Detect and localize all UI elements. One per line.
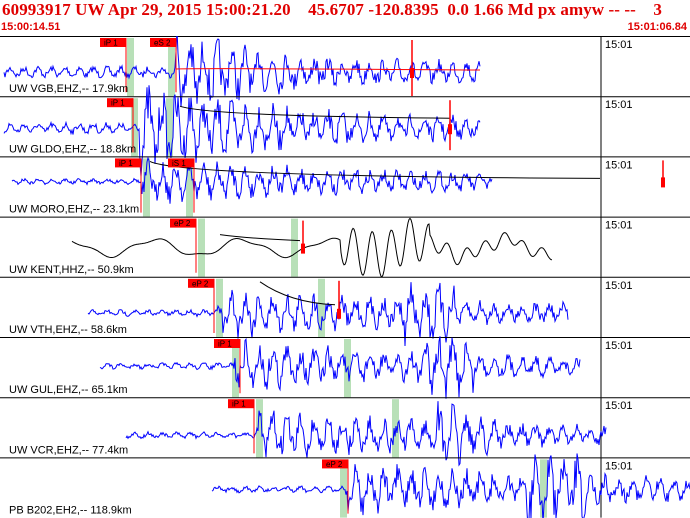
phase-pick-flag[interactable] — [115, 158, 141, 168]
station-label: UW VTH,EHZ,-- 58.6km — [9, 324, 127, 336]
minute-label: 15:01 — [605, 159, 633, 171]
pick-window-highlight — [127, 38, 134, 97]
phase-pick[interactable]: iP 1 — [228, 399, 255, 454]
minute-label: 15:01 — [605, 220, 633, 232]
phase-pick[interactable]: eP 2 — [322, 459, 349, 514]
coda-end-handle[interactable] — [661, 177, 665, 188]
phase-pick-label: iP 1 — [218, 340, 232, 349]
phase-pick-label: iP 1 — [111, 99, 125, 108]
station-label: PB B202,EH2,-- 118.9km — [9, 505, 132, 517]
phase-pick-label: eP 2 — [174, 219, 191, 228]
trace-row[interactable]: iP 1 iS 1 15:01 UW MORO,EHZ,-- 23.1km — [0, 156, 690, 217]
phase-pick-label: eP 2 — [326, 460, 343, 469]
waveform-trace[interactable] — [125, 401, 607, 467]
pick-window-highlight — [216, 278, 223, 337]
phase-pick-flag[interactable] — [322, 459, 348, 469]
waveform-trace[interactable] — [211, 453, 690, 518]
phase-pick-label: iS 1 — [172, 159, 186, 168]
minute-label: 15:01 — [605, 39, 633, 51]
waveform-trace[interactable] — [87, 282, 569, 347]
station-label: UW GUL,EHZ,-- 65.1km — [9, 384, 128, 396]
trace-row[interactable]: eP 2 15:01 UW VTH,EHZ,-- 58.6km — [0, 276, 690, 347]
waveform-trace[interactable] — [11, 156, 493, 204]
phase-pick-label: iP 1 — [104, 39, 118, 48]
phase-pick-label: iP 1 — [232, 400, 246, 409]
coda-end-handle[interactable] — [301, 243, 305, 254]
phase-pick[interactable]: eP 2 — [170, 218, 197, 273]
waveform-trace[interactable] — [71, 217, 553, 278]
pick-window-highlight — [291, 218, 298, 277]
trace-row[interactable]: eP 2 15:01 PB B202,EH2,-- 118.9km — [0, 453, 690, 518]
coda-decay-curve — [179, 105, 451, 119]
pick-window-highlight — [540, 459, 547, 518]
minute-label: 15:01 — [605, 400, 633, 412]
minute-label: 15:01 — [605, 99, 633, 111]
minute-label: 15:01 — [605, 280, 633, 292]
coda-decay-curve — [149, 160, 601, 179]
phase-pick-flag[interactable] — [170, 218, 196, 228]
coda-end-handle[interactable] — [448, 124, 452, 135]
trace-row[interactable]: iP 1 15:01 UW VCR,EHZ,-- 77.4km — [0, 397, 690, 467]
waveform-trace[interactable] — [99, 336, 581, 399]
phase-pick[interactable]: iP 1 — [214, 339, 241, 394]
pick-window-highlight — [198, 218, 205, 277]
waveform-trace[interactable] — [3, 36, 481, 107]
pick-window-highlight — [131, 98, 138, 157]
phase-pick-label: eP 2 — [192, 279, 209, 288]
minute-label: 15:01 — [605, 340, 633, 352]
pick-window-highlight — [143, 158, 150, 217]
coda-end-handle[interactable] — [410, 68, 414, 78]
phase-pick-label: iP 1 — [119, 159, 133, 168]
phase-pick-flag[interactable] — [228, 399, 254, 409]
phase-pick-flag[interactable] — [168, 158, 194, 168]
station-label: UW VCR,EHZ,-- 77.4km — [9, 444, 128, 456]
phase-pick[interactable]: iP 1 — [107, 98, 134, 153]
trace-row[interactable]: iP 1 15:01 UW GUL,EHZ,-- 65.1km — [0, 336, 690, 399]
trace-row[interactable]: iP 1 eS 2 15:01 UW VGB,EHZ,-- 17.9km — [0, 36, 690, 107]
phase-pick[interactable]: eP 2 — [188, 278, 215, 333]
phase-pick-label: eS 2 — [154, 39, 171, 48]
window-end-time: 15:01:06.84 — [627, 21, 687, 33]
phase-pick-flag[interactable] — [214, 339, 240, 348]
minute-label: 15:01 — [605, 460, 633, 472]
station-label: UW KENT,HHZ,-- 50.9km — [9, 264, 134, 276]
pick-window-highlight — [168, 38, 175, 97]
coda-end-handle[interactable] — [337, 308, 341, 319]
pick-window-highlight — [186, 158, 193, 217]
pick-window-highlight — [256, 399, 263, 458]
phase-pick-flag[interactable] — [100, 38, 126, 47]
window-start-time: 15:00:14.51 — [1, 21, 61, 33]
station-label: UW VGB,EHZ,-- 17.9km — [9, 83, 128, 95]
coda-decay-curve — [259, 281, 336, 306]
phase-pick-flag[interactable] — [107, 98, 133, 108]
phase-pick[interactable]: eS 2 — [150, 38, 177, 93]
station-label: UW GLDO,EHZ,-- 18.8km — [9, 143, 136, 155]
event-title: 60993917 UW Apr 29, 2015 15:00:21.20 45.… — [2, 0, 662, 19]
header-bar: 60993917 UW Apr 29, 2015 15:00:21.20 45.… — [0, 0, 690, 36]
phase-pick[interactable]: iP 1 — [115, 158, 142, 213]
pick-window-highlight — [318, 278, 325, 337]
phase-pick[interactable]: iS 1 — [168, 158, 195, 213]
pick-window-highlight — [166, 98, 173, 157]
coda-decay-curve — [219, 234, 301, 242]
phase-pick-flag[interactable] — [188, 278, 214, 288]
phase-pick[interactable]: iP 1 — [100, 38, 127, 93]
seismogram-panel[interactable]: iP 1 eS 2 15:01 UW VGB,EHZ,-- 17.9km iP 1 15:… — [0, 36, 690, 518]
station-label: UW MORO,EHZ,-- 23.1km — [9, 204, 139, 216]
phase-pick-flag[interactable] — [150, 38, 176, 47]
waveform-trace[interactable] — [3, 85, 481, 177]
trace-row[interactable]: eP 2 15:01 UW KENT,HHZ,-- 50.9km — [0, 216, 690, 278]
trace-row[interactable]: iP 1 15:01 UW GLDO,EHZ,-- 18.8km — [0, 85, 690, 177]
